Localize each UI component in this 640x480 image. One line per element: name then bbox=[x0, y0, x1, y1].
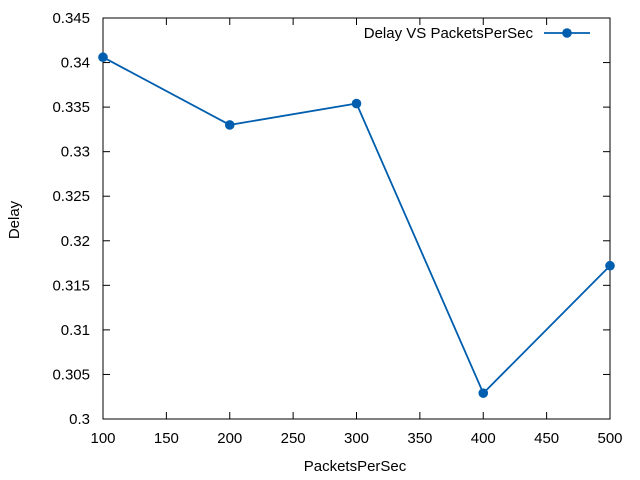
series-layer bbox=[98, 52, 615, 398]
data-point bbox=[605, 260, 615, 271]
legend-label: Delay VS PacketsPerSec bbox=[364, 25, 534, 42]
y-axis-ticks: 0.3 0.305 0.31 0.315 0.32 0.325 0.33 0.335 0.34 0… bbox=[52, 10, 610, 428]
x-tick-label: 450 bbox=[534, 430, 559, 447]
x-axis-label: PacketsPerSec bbox=[304, 458, 407, 475]
y-tick-label: 0.335 bbox=[52, 99, 90, 116]
y-tick-label: 0.33 bbox=[61, 144, 90, 161]
data-point bbox=[478, 388, 489, 398]
y-tick-label: 0.315 bbox=[52, 277, 90, 294]
y-tick-label: 0.345 bbox=[52, 10, 90, 27]
data-point bbox=[351, 98, 362, 109]
x-tick-label: 250 bbox=[281, 430, 306, 447]
y-axis-label: Delay bbox=[6, 200, 23, 239]
y-tick-label: 0.3 bbox=[69, 411, 90, 428]
x-tick-label: 100 bbox=[90, 430, 115, 447]
data-point bbox=[224, 120, 235, 130]
y-tick-label: 0.305 bbox=[52, 366, 90, 383]
y-tick-label: 0.325 bbox=[52, 188, 90, 205]
y-tick-label: 0.32 bbox=[61, 233, 90, 250]
legend-marker-sample bbox=[562, 28, 572, 38]
x-tick-label: 200 bbox=[217, 430, 242, 447]
data-point bbox=[98, 52, 108, 63]
x-tick-label: 150 bbox=[154, 430, 179, 447]
legend: Delay VS PacketsPerSec bbox=[364, 25, 590, 42]
x-tick-label: 400 bbox=[471, 430, 496, 447]
y-tick-label: 0.31 bbox=[61, 322, 90, 339]
plot-frame bbox=[102, 17, 611, 420]
y-tick-label: 0.34 bbox=[61, 55, 90, 72]
x-tick-label: 300 bbox=[344, 430, 369, 447]
x-tick-label: 500 bbox=[597, 430, 622, 447]
x-tick-label: 350 bbox=[407, 430, 432, 447]
x-axis-ticks: 100 150 200 250 300 350 400 450 500 bbox=[90, 18, 623, 447]
